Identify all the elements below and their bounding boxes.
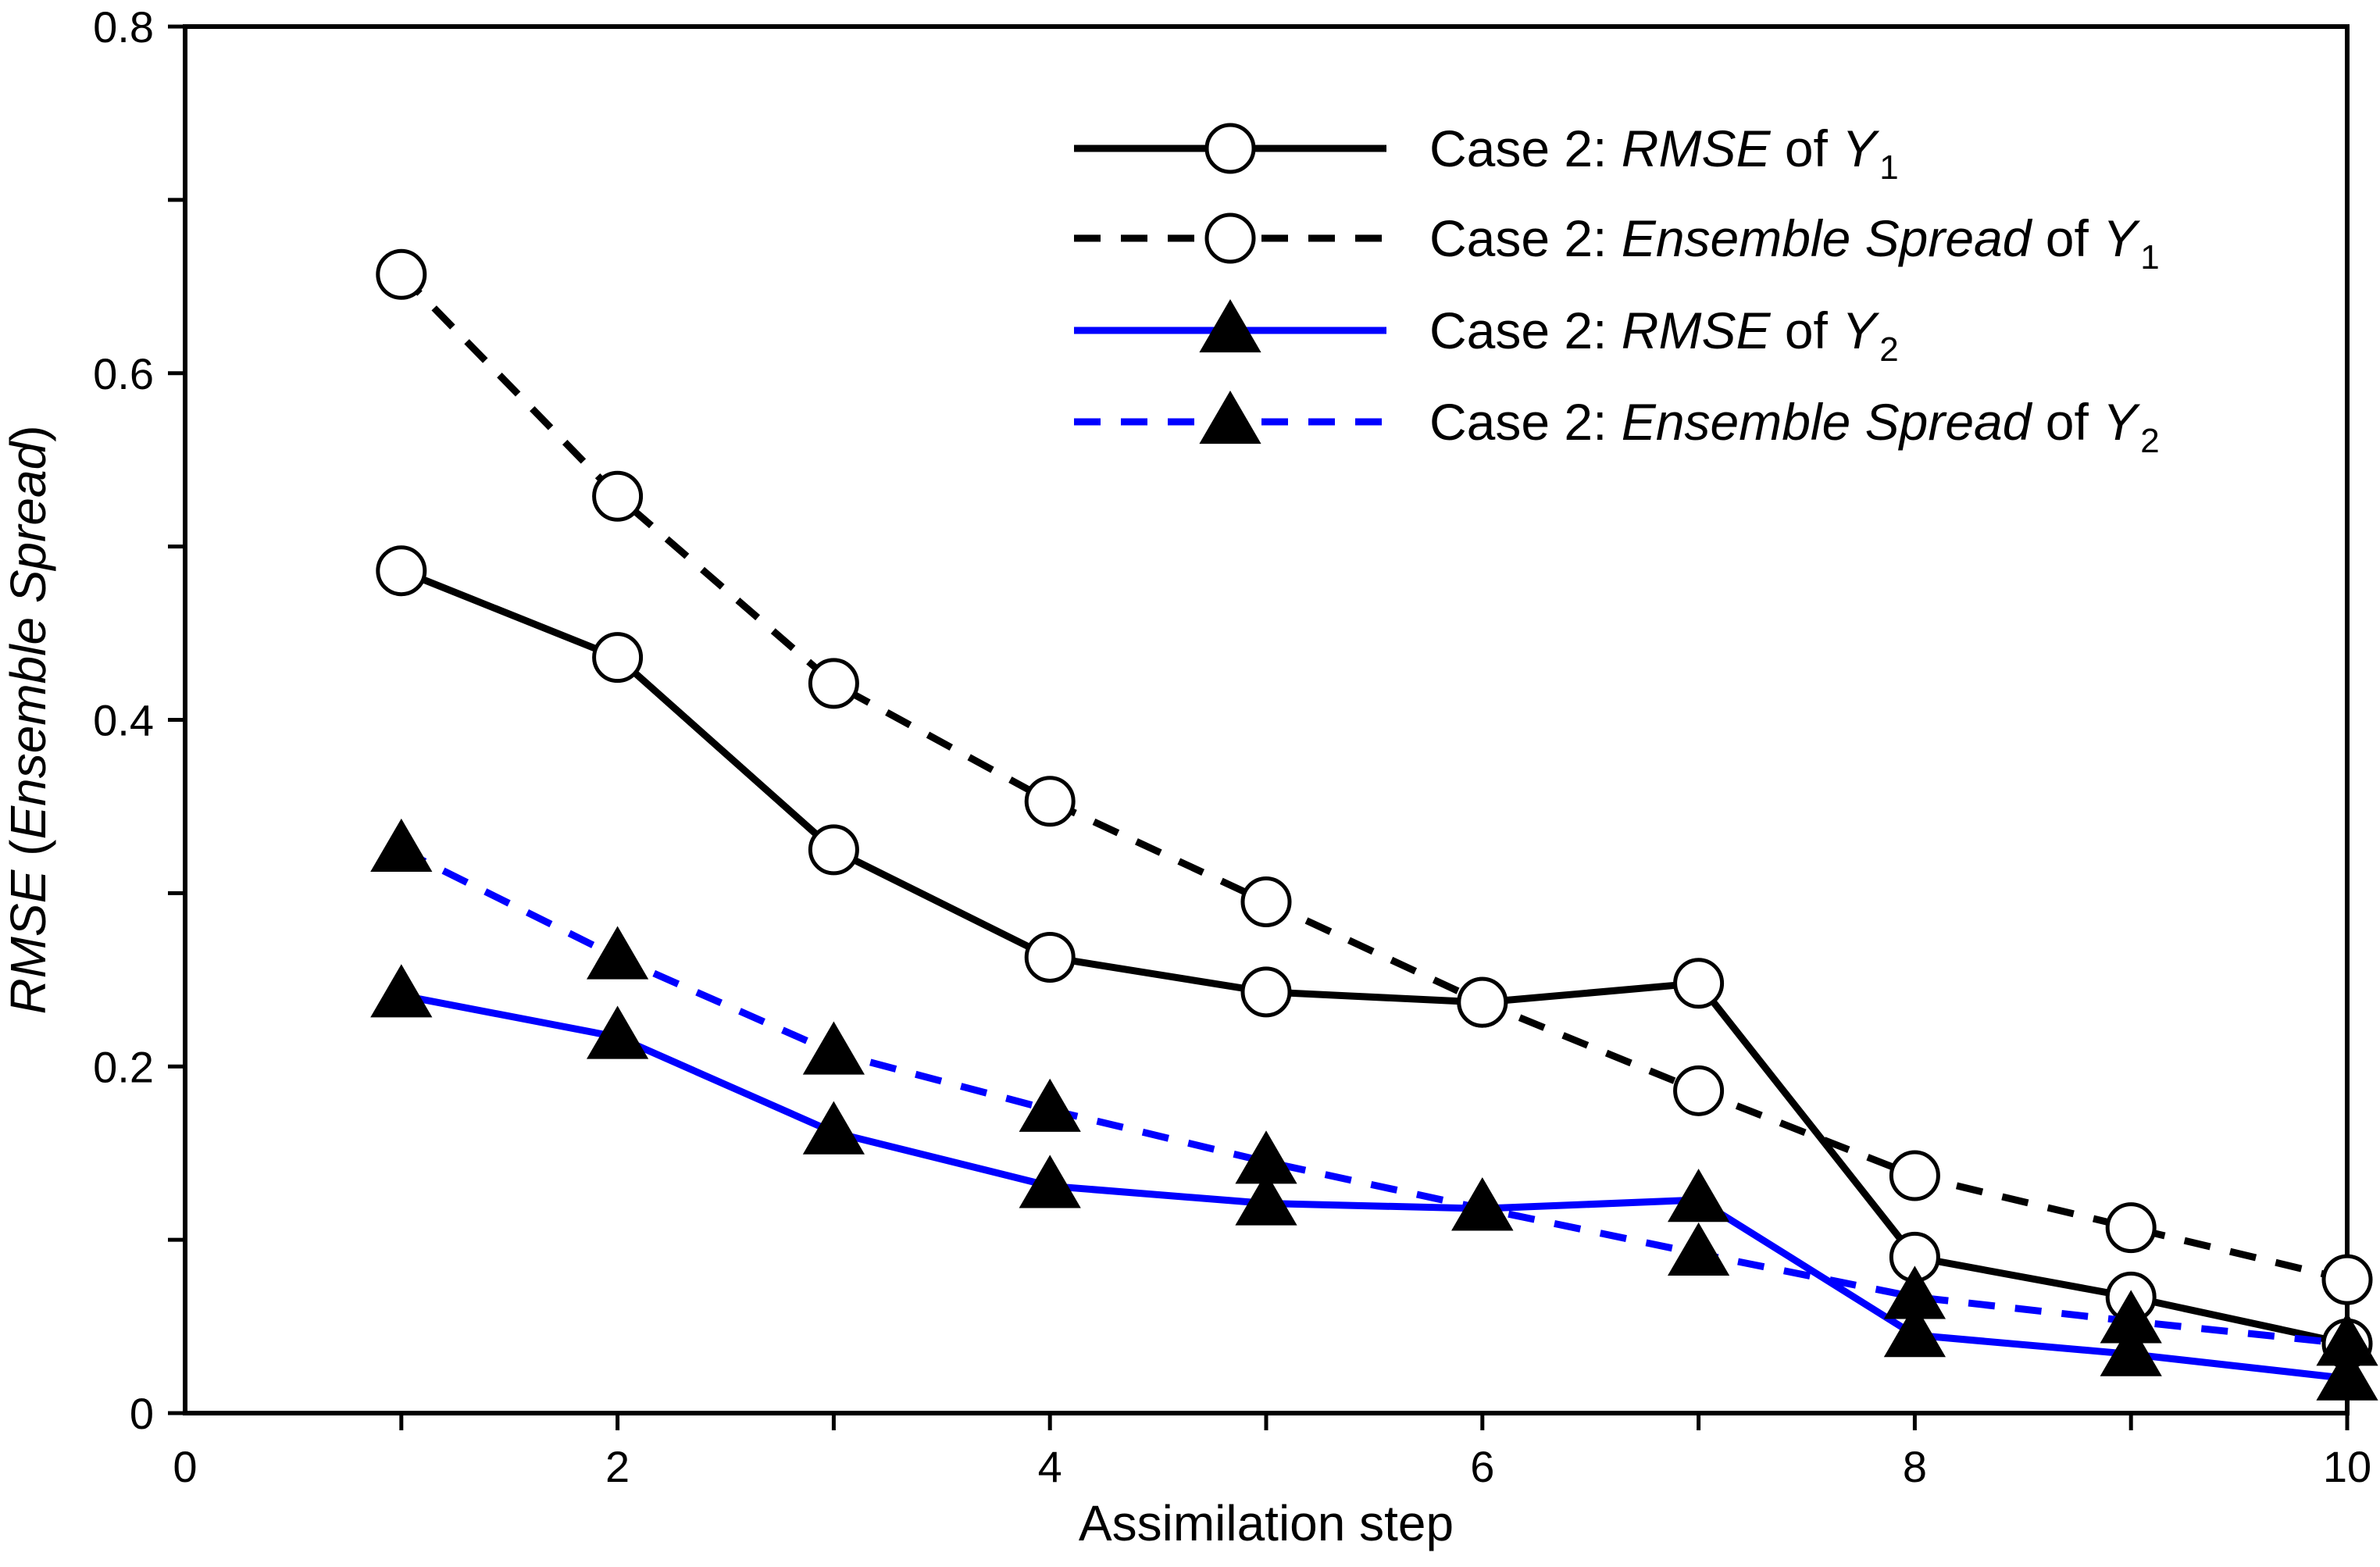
- y-axis-title: RMSE (Ensemble Spread): [0, 425, 56, 1014]
- data-point-spread-y2: [2316, 1312, 2378, 1366]
- data-point-spread-y1: [1889, 1150, 1940, 1201]
- legend-label-part: Y: [2103, 393, 2140, 451]
- data-point-spread-y1: [1457, 976, 1508, 1028]
- legend-label-part: Y: [1842, 120, 1879, 177]
- series-spread-y2: [370, 818, 2378, 1366]
- data-point-spread-y2: [2100, 1290, 2162, 1344]
- data-point-rmse-y1: [592, 632, 644, 684]
- legend-swatch-marker: [1204, 123, 1256, 174]
- data-point-spread-y2: [1019, 1078, 1081, 1132]
- legend-label-part: Ensemble Spread: [1622, 393, 2033, 451]
- legend-label-part: of: [1770, 302, 1842, 359]
- data-point-spread-y1: [1240, 876, 1292, 927]
- legend-label: Case 2: RMSE of Y1: [1429, 120, 1899, 187]
- data-point-spread-y2: [1451, 1177, 1514, 1231]
- legend-label: Case 2: RMSE of Y2: [1429, 302, 1899, 369]
- legend-swatch-marker: [1199, 391, 1261, 444]
- legend-entry-rmse-y1: Case 2: RMSE of Y1: [1074, 120, 1899, 187]
- data-point-spread-y2: [370, 818, 433, 873]
- legend-label-part: Ensemble Spread: [1622, 209, 2033, 267]
- data-point-rmse-y2: [370, 964, 433, 1018]
- data-point-rmse-y2: [1019, 1155, 1081, 1208]
- x-tick-label: 4: [1038, 1442, 1062, 1491]
- data-point-rmse-y2: [1883, 1304, 1946, 1358]
- legend-swatch-marker: [1204, 212, 1256, 264]
- series-line-spread-y1: [398, 272, 2349, 1283]
- series-layer: [370, 248, 2378, 1401]
- data-point-rmse-y1: [1673, 958, 1725, 1009]
- series-line-rmse-y2: [400, 991, 2348, 1383]
- x-tick-label: 2: [605, 1442, 630, 1491]
- legend-label-part: RMSE: [1622, 302, 1772, 359]
- legend-entry-spread-y1: Case 2: Ensemble Spread of Y1: [1074, 209, 2160, 277]
- data-point-spread-y1: [2105, 1202, 2157, 1254]
- y-tick-label: 0.6: [93, 349, 154, 398]
- data-point-spread-y1: [808, 658, 859, 709]
- legend-label-part: of: [2031, 209, 2103, 267]
- data-point-rmse-y1: [808, 824, 859, 876]
- data-point-spread-y2: [1883, 1265, 1946, 1319]
- x-tick-label: 8: [1903, 1442, 1927, 1491]
- series-spread-y1: [376, 248, 2373, 1305]
- data-point-spread-y1: [1673, 1065, 1725, 1116]
- y-axis-title-part: RMSE: [0, 869, 56, 1014]
- data-point-rmse-y2: [1235, 1172, 1297, 1226]
- x-axis-title: Assimilation step: [1079, 1495, 1454, 1551]
- series-line-rmse-y1: [400, 567, 2348, 1347]
- legend-label-part: 1: [1879, 148, 1898, 187]
- data-point-spread-y2: [1667, 1222, 1730, 1276]
- data-point-rmse-y2: [802, 1101, 865, 1155]
- series-rmse-y1: [376, 545, 2373, 1369]
- legend-label-part: RMSE: [1622, 120, 1772, 177]
- data-point-rmse-y1: [1024, 931, 1076, 983]
- data-point-spread-y1: [592, 470, 644, 522]
- x-tick-label: 0: [173, 1442, 197, 1491]
- legend-label-part: 2: [2140, 422, 2159, 460]
- data-point-rmse-y2: [2316, 1347, 2378, 1401]
- legend-label-part: Y: [1842, 302, 1879, 359]
- legend-label-part: 2: [1879, 330, 1898, 369]
- legend-label-part: Case 2:: [1429, 393, 1622, 451]
- legend-label: Case 2: Ensemble Spread of Y2: [1429, 393, 2160, 460]
- data-point-spread-y2: [1235, 1130, 1297, 1184]
- data-point-rmse-y2: [586, 1005, 649, 1059]
- y-axis-title-part: (: [0, 840, 56, 870]
- legend-label-part: Case 2:: [1429, 209, 1622, 267]
- legend-label-part: 1: [2140, 238, 2159, 277]
- legend-label-part: of: [1770, 120, 1842, 177]
- legend-entry-spread-y2: Case 2: Ensemble Spread of Y2: [1074, 391, 2160, 460]
- data-point-spread-y2: [802, 1021, 865, 1075]
- y-tick-label: 0.4: [93, 696, 154, 745]
- x-tick-label: 10: [2323, 1442, 2371, 1491]
- y-axis-title-part: ): [0, 425, 56, 441]
- data-point-rmse-y1: [1240, 966, 1292, 1018]
- legend-swatch-marker: [1199, 299, 1261, 353]
- y-tick-label: 0.2: [93, 1042, 154, 1091]
- series-rmse-y2: [370, 964, 2378, 1401]
- legend-label-part: Case 2:: [1429, 302, 1622, 359]
- data-point-rmse-y2: [2100, 1322, 2162, 1376]
- legend-entry-rmse-y2: Case 2: RMSE of Y2: [1074, 299, 1899, 369]
- y-tick-label: 0.8: [93, 2, 154, 52]
- data-point-spread-y1: [1024, 776, 1076, 827]
- y-tick-label: 0: [130, 1389, 154, 1438]
- legend-label-part: Case 2:: [1429, 120, 1622, 177]
- legend-label-part: Y: [2103, 209, 2140, 267]
- data-point-spread-y1: [376, 248, 427, 300]
- data-point-rmse-y1: [376, 545, 427, 597]
- series-line-spread-y2: [399, 846, 2348, 1347]
- legend-label-part: of: [2031, 393, 2103, 451]
- legend-label: Case 2: Ensemble Spread of Y1: [1429, 209, 2160, 277]
- axes: 0 2 4 6 8 10 0 0.2 0.4 0.6 0.8: [93, 2, 2371, 1491]
- x-tick-label: 6: [1470, 1442, 1494, 1491]
- y-axis-title-part: Ensemble Spread: [0, 440, 56, 839]
- data-point-spread-y2: [586, 926, 649, 980]
- data-point-spread-y1: [2321, 1254, 2373, 1305]
- data-point-rmse-y2: [1667, 1169, 1730, 1223]
